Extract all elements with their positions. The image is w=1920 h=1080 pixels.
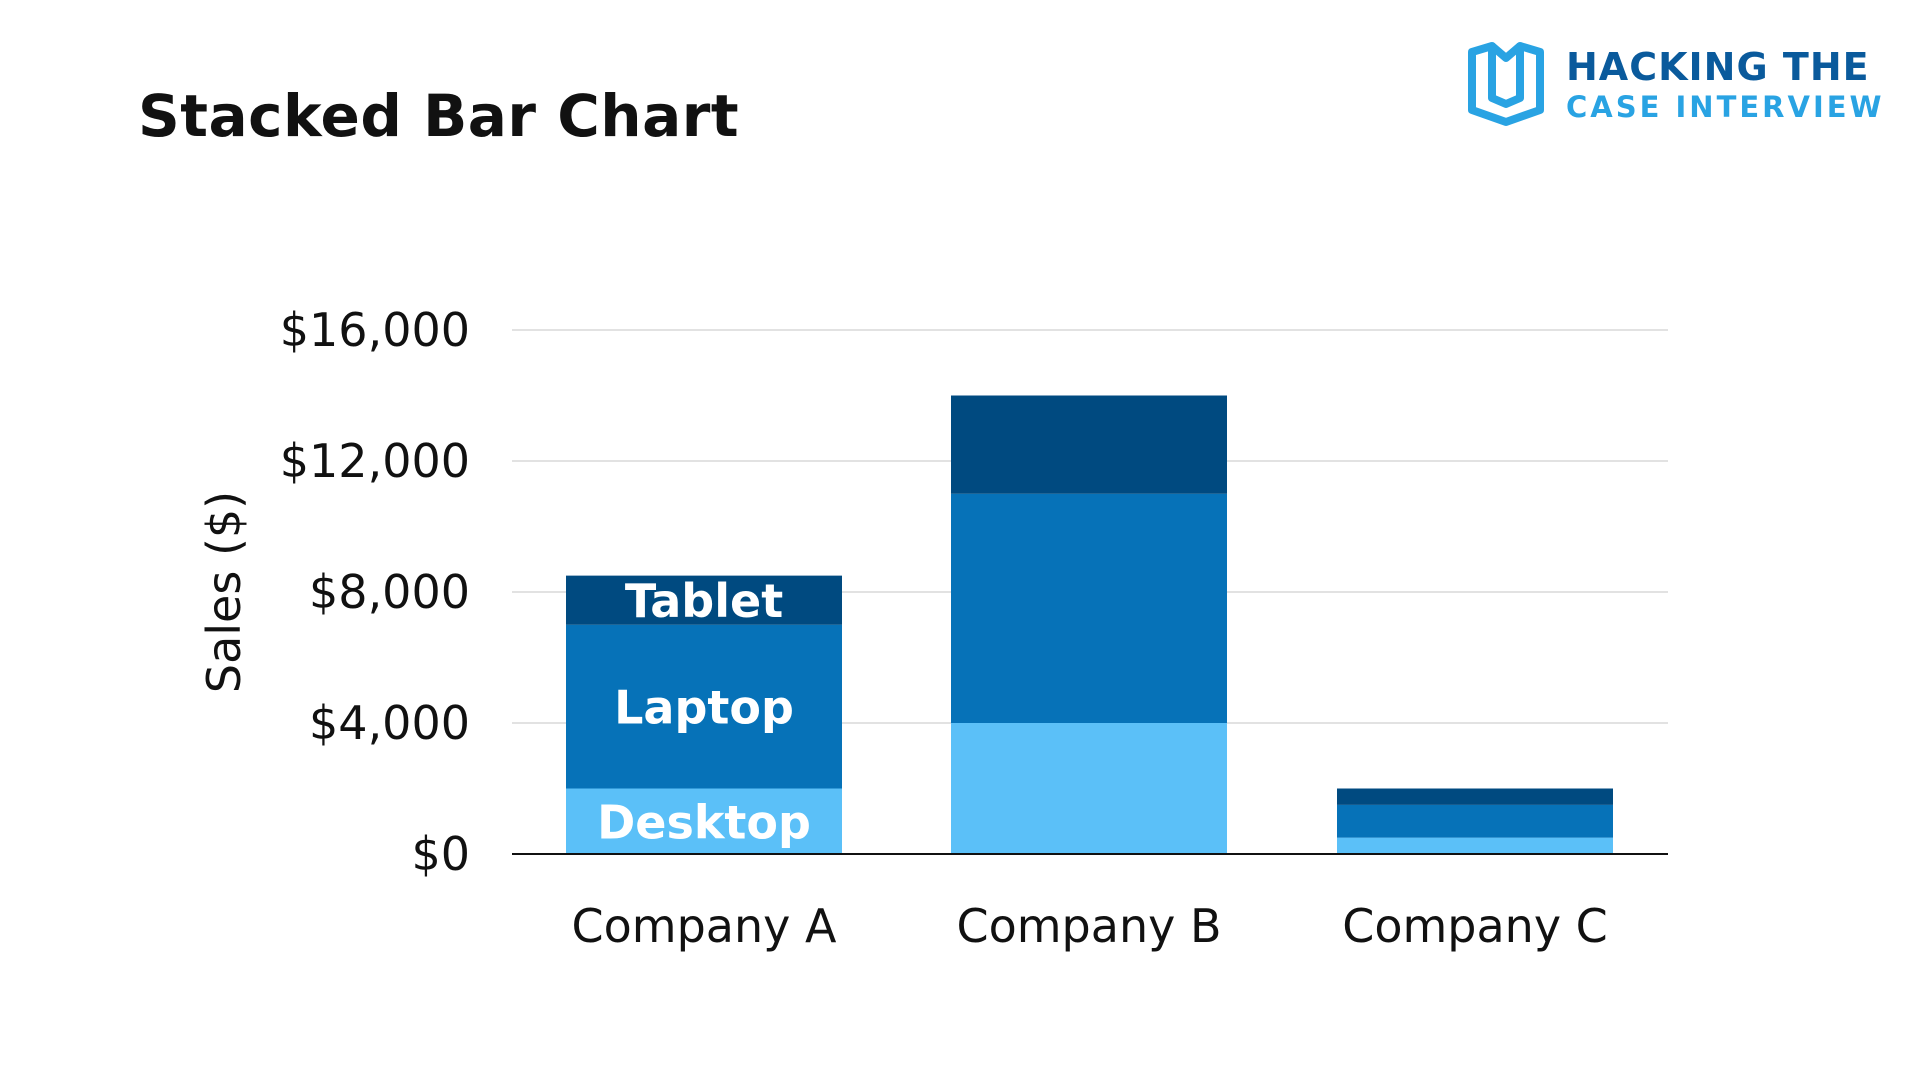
y-axis-title: Sales ($) <box>197 491 251 693</box>
y-axis-ticks: $0 $4,000 $8,000 $12,000 $16,000 <box>280 303 470 881</box>
bar-segment-tablet <box>951 395 1227 494</box>
bar-segment-laptop <box>566 624 842 789</box>
bar-segment-desktop <box>566 788 842 854</box>
x-tick-label: Company A <box>572 899 837 953</box>
brand-logo: HACKING THE CASE INTERVIEW <box>1468 42 1885 126</box>
bar-segment-desktop <box>951 723 1227 854</box>
y-tick-label: $8,000 <box>309 565 470 619</box>
bar-segment-tablet <box>566 575 842 625</box>
open-book-icon <box>1468 42 1544 126</box>
y-tick-label: $4,000 <box>309 696 470 750</box>
page-title: Stacked Bar Chart <box>138 82 740 150</box>
bar-segment-laptop <box>951 493 1227 723</box>
bar-segment-tablet <box>1337 788 1613 805</box>
x-tick-label: Company B <box>956 899 1221 953</box>
y-tick-label: $16,000 <box>280 303 470 357</box>
segment-labels: Desktop Laptop Tablet <box>597 574 811 849</box>
bars <box>566 395 1613 854</box>
brand-line-1: HACKING THE <box>1566 45 1870 89</box>
segment-label-tablet: Tablet <box>625 574 783 628</box>
x-tick-label: Company C <box>1342 899 1608 953</box>
bar-segment-desktop <box>1337 837 1613 854</box>
bar-segment-laptop <box>1337 804 1613 838</box>
x-axis-ticks: Company A Company B Company C <box>572 899 1608 953</box>
segment-label-laptop: Laptop <box>614 681 794 735</box>
segment-label-desktop: Desktop <box>597 795 811 849</box>
y-tick-label: $12,000 <box>280 434 470 488</box>
brand-line-2: CASE INTERVIEW <box>1566 90 1885 124</box>
y-tick-label: $0 <box>411 827 470 881</box>
